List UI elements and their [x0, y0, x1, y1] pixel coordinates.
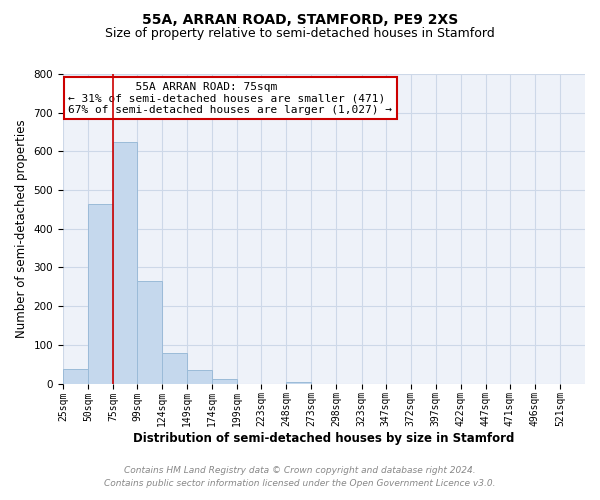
Bar — [187, 370, 212, 384]
Bar — [88, 204, 113, 384]
X-axis label: Distribution of semi-detached houses by size in Stamford: Distribution of semi-detached houses by … — [133, 432, 515, 445]
Text: 55A, ARRAN ROAD, STAMFORD, PE9 2XS: 55A, ARRAN ROAD, STAMFORD, PE9 2XS — [142, 12, 458, 26]
Text: Size of property relative to semi-detached houses in Stamford: Size of property relative to semi-detach… — [105, 28, 495, 40]
Y-axis label: Number of semi-detached properties: Number of semi-detached properties — [15, 120, 28, 338]
Bar — [137, 281, 162, 384]
Bar — [212, 378, 237, 384]
Bar — [63, 369, 88, 384]
Bar — [162, 352, 187, 384]
Bar — [113, 142, 137, 384]
Text: 55A ARRAN ROAD: 75sqm
← 31% of semi-detached houses are smaller (471)
67% of sem: 55A ARRAN ROAD: 75sqm ← 31% of semi-deta… — [68, 82, 392, 115]
Bar — [286, 382, 311, 384]
Text: Contains HM Land Registry data © Crown copyright and database right 2024.
Contai: Contains HM Land Registry data © Crown c… — [104, 466, 496, 487]
